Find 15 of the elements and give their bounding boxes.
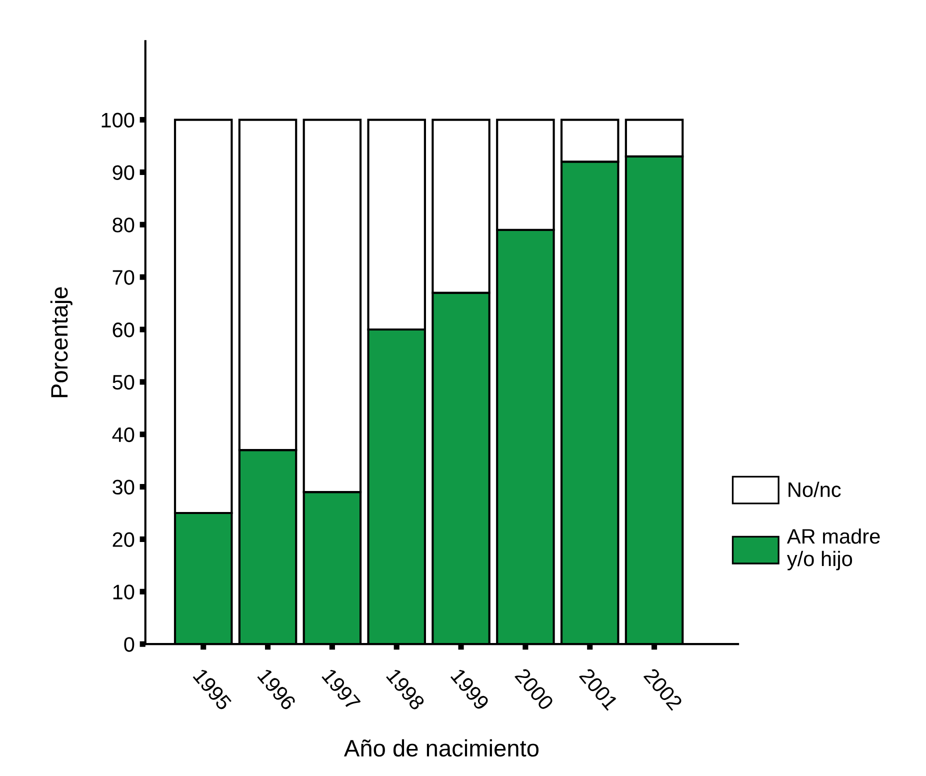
y-tick-label: 40	[112, 427, 134, 442]
y-axis-title: Porcentaje	[50, 287, 72, 398]
y-tick-label: 90	[112, 165, 134, 180]
y-tick-label: 0	[124, 637, 134, 652]
y-tick-label: 100	[102, 112, 134, 128]
y-tick-label: 80	[112, 218, 134, 232]
x-axis-title: Año de nacimiento	[344, 739, 539, 757]
y-tick-label: 60	[112, 322, 134, 338]
y-tick-label: 20	[112, 532, 134, 547]
legend-label: No/nc	[788, 482, 841, 498]
y-tick-label: 50	[112, 374, 134, 390]
legend-label: AR madre y/o hijo	[786, 528, 880, 570]
y-tick-label: 10	[113, 584, 134, 600]
y-tick-label: 30	[112, 480, 134, 495]
y-tick-label: 70	[112, 270, 134, 285]
